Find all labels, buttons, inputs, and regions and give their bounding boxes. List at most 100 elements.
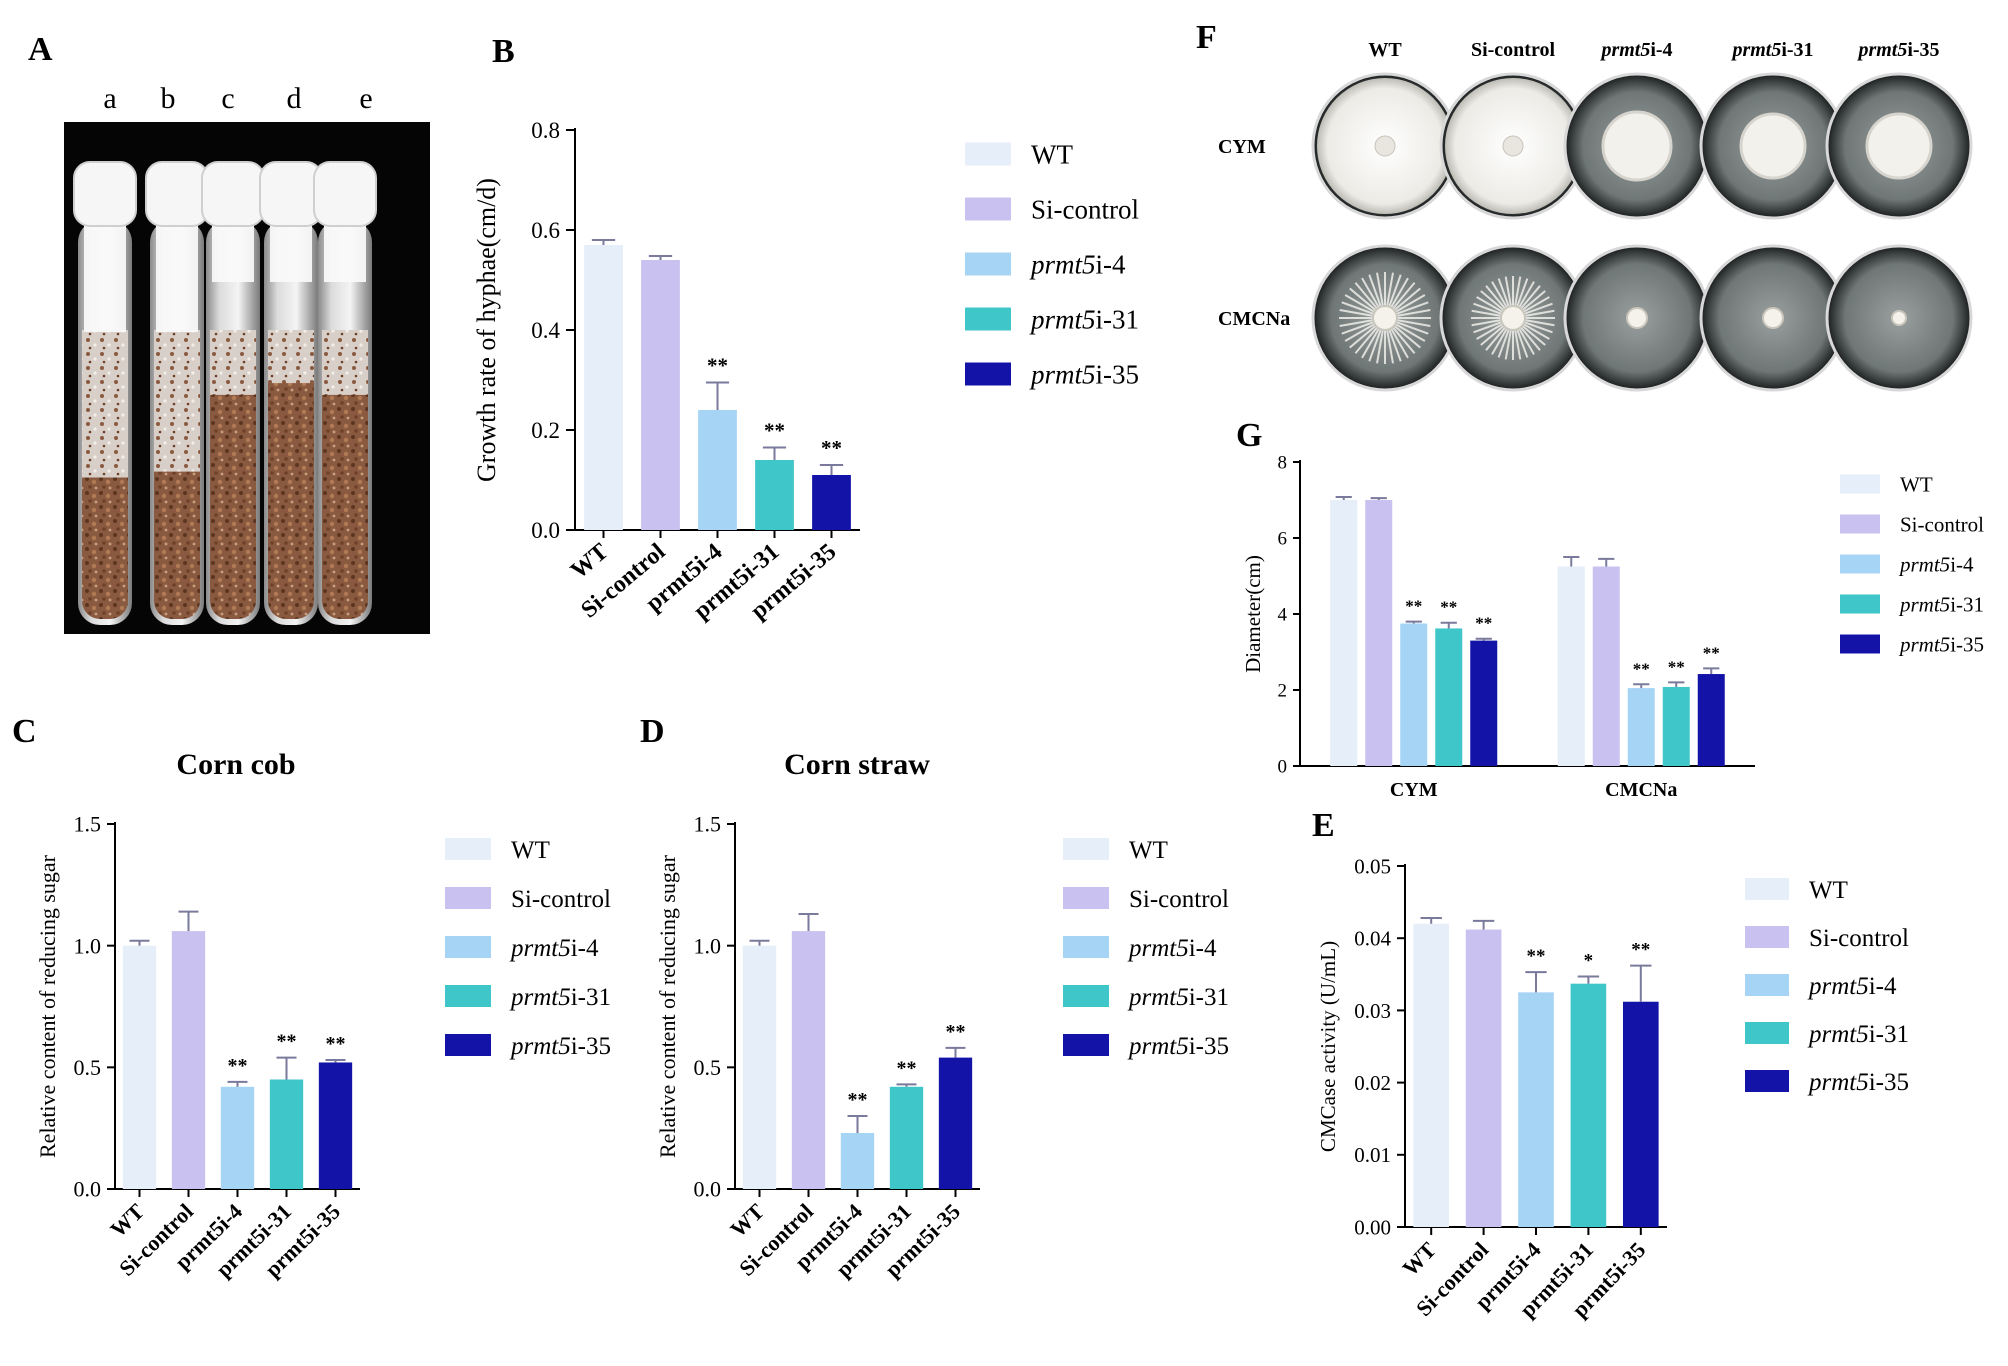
- bar: [1557, 566, 1585, 766]
- bar: [122, 945, 157, 1189]
- bar: [1627, 688, 1655, 766]
- legend-entry: WT: [1900, 472, 1933, 496]
- tube-mycelium-top: [270, 222, 312, 282]
- petri-plate: [1311, 72, 1459, 220]
- significance-label: **: [897, 1057, 917, 1079]
- bar: [1518, 992, 1554, 1227]
- significance-label: **: [1631, 940, 1650, 961]
- legend-entry-italic: prmt5: [1127, 984, 1189, 1011]
- y-tick-label: 0.5: [74, 1055, 102, 1080]
- y-tick-label: 0.04: [1354, 927, 1391, 951]
- significance-label: **: [848, 1089, 868, 1111]
- legend-swatch: [1840, 554, 1880, 574]
- inoculum-plug: [1502, 135, 1524, 157]
- legend-entry-italic: prmt5: [509, 935, 571, 962]
- significance-label: **: [228, 1055, 248, 1077]
- legend-swatch: [1745, 974, 1789, 996]
- y-tick-label: 2: [1278, 681, 1288, 702]
- legend-entry: prmt5i-35: [1127, 1033, 1229, 1060]
- y-tick-label: 0.05: [1354, 854, 1391, 878]
- tube-b: [145, 161, 209, 625]
- panel-f-photo: F WT Si-control prmt5i-4 prmt5i-31 prmt5i-35…: [1196, 19, 1973, 392]
- legend-swatch: [445, 887, 491, 909]
- legend-entry: WT: [511, 837, 550, 864]
- legend-swatch: [965, 362, 1011, 386]
- significance-label: **: [764, 419, 785, 443]
- legend-swatch: [1745, 1022, 1789, 1044]
- legend-swatch: [1745, 1070, 1789, 1092]
- legend-entry-text: WT: [511, 837, 550, 864]
- legend-entry: Si-control: [1129, 886, 1229, 913]
- y-tick-label: 0.6: [531, 218, 560, 243]
- tube-label-a: a: [103, 82, 116, 115]
- legend-entry-text: Si-control: [1129, 886, 1229, 913]
- legend-entry-italic: prmt5: [1898, 632, 1950, 656]
- legend-entry-italic: prmt5: [509, 984, 571, 1011]
- significance-label: **: [946, 1021, 966, 1043]
- legend-entry-italic: prmt5: [1029, 304, 1096, 334]
- legend-entry-text: i-4: [1096, 249, 1126, 279]
- y-axis-label: Relative content of reducing sugar: [655, 854, 680, 1158]
- plate-column-label: Si-control: [1471, 39, 1556, 61]
- tube-cap: [73, 161, 137, 227]
- y-axis-label: CMCase activity (U/mL): [1316, 941, 1340, 1152]
- legend-swatch: [445, 838, 491, 860]
- legend-swatch: [1063, 887, 1109, 909]
- colony: [1865, 112, 1933, 180]
- tube-substrate: [210, 330, 256, 619]
- test-tubes: [73, 161, 377, 625]
- panel-letter-g: G: [1236, 417, 1262, 454]
- significance-label: **: [1633, 659, 1650, 678]
- legend-swatch: [1840, 474, 1880, 494]
- legend-entry-text: i-31: [1950, 592, 1984, 616]
- tube-substrate: [268, 330, 314, 619]
- legend-entry-text: WT: [1809, 877, 1848, 904]
- y-tick-label: 1.5: [694, 812, 722, 837]
- y-tick-label: 0.5: [694, 1055, 722, 1080]
- bar: [1413, 923, 1450, 1227]
- legend-swatch: [1063, 1034, 1109, 1056]
- legend-entry-text: i-31: [1869, 1021, 1909, 1048]
- legend-entry: prmt5i-4: [1127, 935, 1217, 962]
- legend-entry: prmt5i-4: [1807, 973, 1897, 1000]
- bar: [1465, 929, 1502, 1227]
- y-tick-label: 0.4: [531, 318, 560, 343]
- legend-swatch: [965, 142, 1011, 166]
- bar: [1570, 983, 1607, 1227]
- significance-label: **: [1668, 657, 1685, 676]
- y-axis-label: Relative content of reducing sugar: [35, 854, 60, 1158]
- inoculum-plug: [1374, 135, 1396, 157]
- bar: [1662, 686, 1690, 766]
- legend-entry-italic: prmt5: [1898, 592, 1950, 616]
- panel-letter-a: A: [28, 31, 53, 68]
- plate-column-label: prmt5i-35: [1856, 39, 1939, 61]
- bar: [1365, 500, 1393, 766]
- bar: [1330, 500, 1358, 766]
- legend-entry-text: i-35: [1096, 359, 1140, 389]
- chart-title: Corn straw: [784, 748, 930, 781]
- bar: [269, 1079, 304, 1189]
- colony-center: [1500, 305, 1526, 331]
- legend-entry-italic: prmt5: [1807, 1069, 1869, 1096]
- tube-label-b: b: [161, 82, 176, 115]
- legend-entry-text: i-35: [1869, 1069, 1909, 1096]
- legend-entry-text: WT: [1900, 472, 1933, 496]
- tube-label-e: e: [359, 82, 372, 115]
- legend-entry: prmt5i-31: [1898, 592, 1984, 616]
- panel-letter-c: C: [12, 713, 37, 750]
- bar: [318, 1062, 353, 1189]
- legend-entry: WT: [1809, 877, 1848, 904]
- plate-row-label-CYM: CYM: [1218, 136, 1266, 158]
- bar: [698, 410, 737, 530]
- legend-entry-italic: prmt5: [1807, 1021, 1869, 1048]
- legend-entry: prmt5i-4: [1029, 249, 1126, 279]
- chart-c: C Corn cob 0.0 0.5 1.0 1.5 Relative content of…: [12, 713, 611, 1282]
- significance-label: **: [821, 436, 842, 460]
- y-tick-label: 1.0: [694, 933, 722, 958]
- legend-entry-text: i-35: [1189, 1033, 1229, 1060]
- significance-label: *: [1584, 950, 1594, 971]
- legend-entry: prmt5i-35: [1029, 359, 1139, 389]
- significance-label: **: [277, 1031, 297, 1053]
- y-tick-label: 1.0: [74, 933, 102, 958]
- legend-swatch: [1840, 514, 1880, 534]
